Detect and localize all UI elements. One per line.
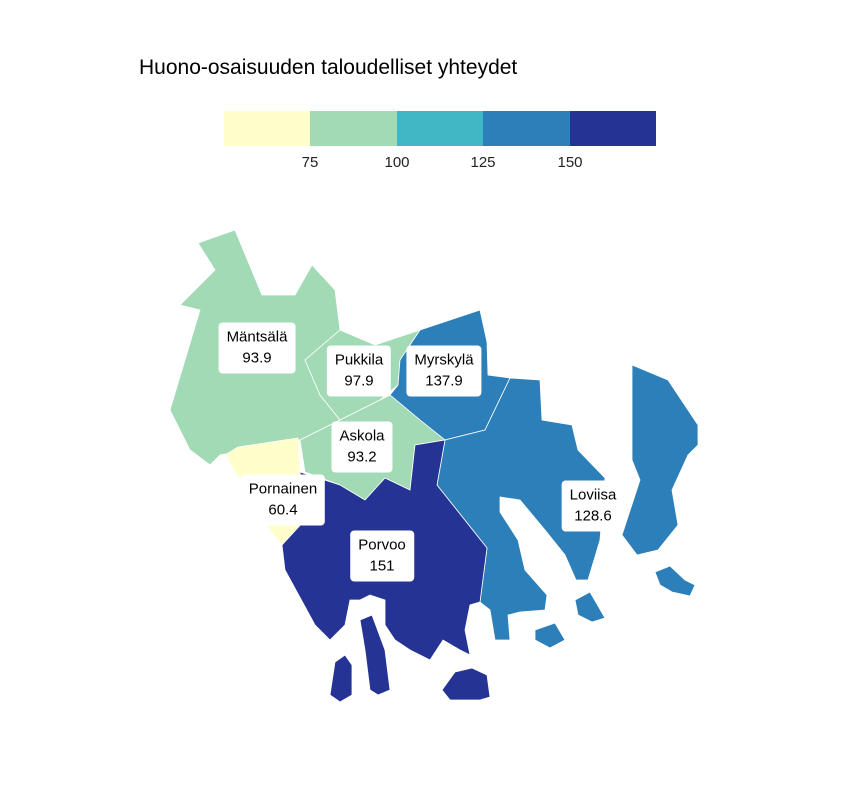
label-mantsala: Mäntsälä 93.9: [218, 322, 296, 374]
region-loviisa-island[interactable]: [654, 565, 696, 597]
legend-swatch-4: [483, 111, 570, 146]
label-loviisa: Loviisa 128.6: [561, 480, 625, 532]
region-loviisa-island[interactable]: [534, 622, 566, 649]
legend-swatch-1: [224, 111, 311, 146]
legend-swatch-3: [396, 111, 484, 146]
legend-tick-150: 150: [557, 154, 583, 171]
label-askola: Askola 93.2: [331, 421, 393, 473]
label-pornainen: Pornainen 60.4: [240, 474, 326, 526]
legend-tick-125: 125: [470, 154, 496, 171]
legend-swatch-5: [569, 111, 657, 146]
region-porvoo-island[interactable]: [441, 667, 491, 701]
region-porvoo-island[interactable]: [359, 614, 391, 696]
label-myrskyla: Myrskylä 137.9: [406, 345, 482, 397]
color-legend: [224, 111, 657, 146]
legend-tick-100: 100: [384, 154, 410, 171]
legend-swatch-2: [310, 111, 397, 146]
region-loviisa-island[interactable]: [574, 591, 606, 623]
region-loviisa-east[interactable]: [621, 364, 699, 556]
region-porvoo-island[interactable]: [329, 654, 353, 703]
map-title: Huono-osaisuuden taloudelliset yhteydet: [139, 56, 518, 79]
legend-tick-75: 75: [301, 154, 319, 171]
label-porvoo: Porvoo 151: [350, 530, 414, 582]
label-pukkila: Pukkila 97.9: [326, 345, 392, 397]
